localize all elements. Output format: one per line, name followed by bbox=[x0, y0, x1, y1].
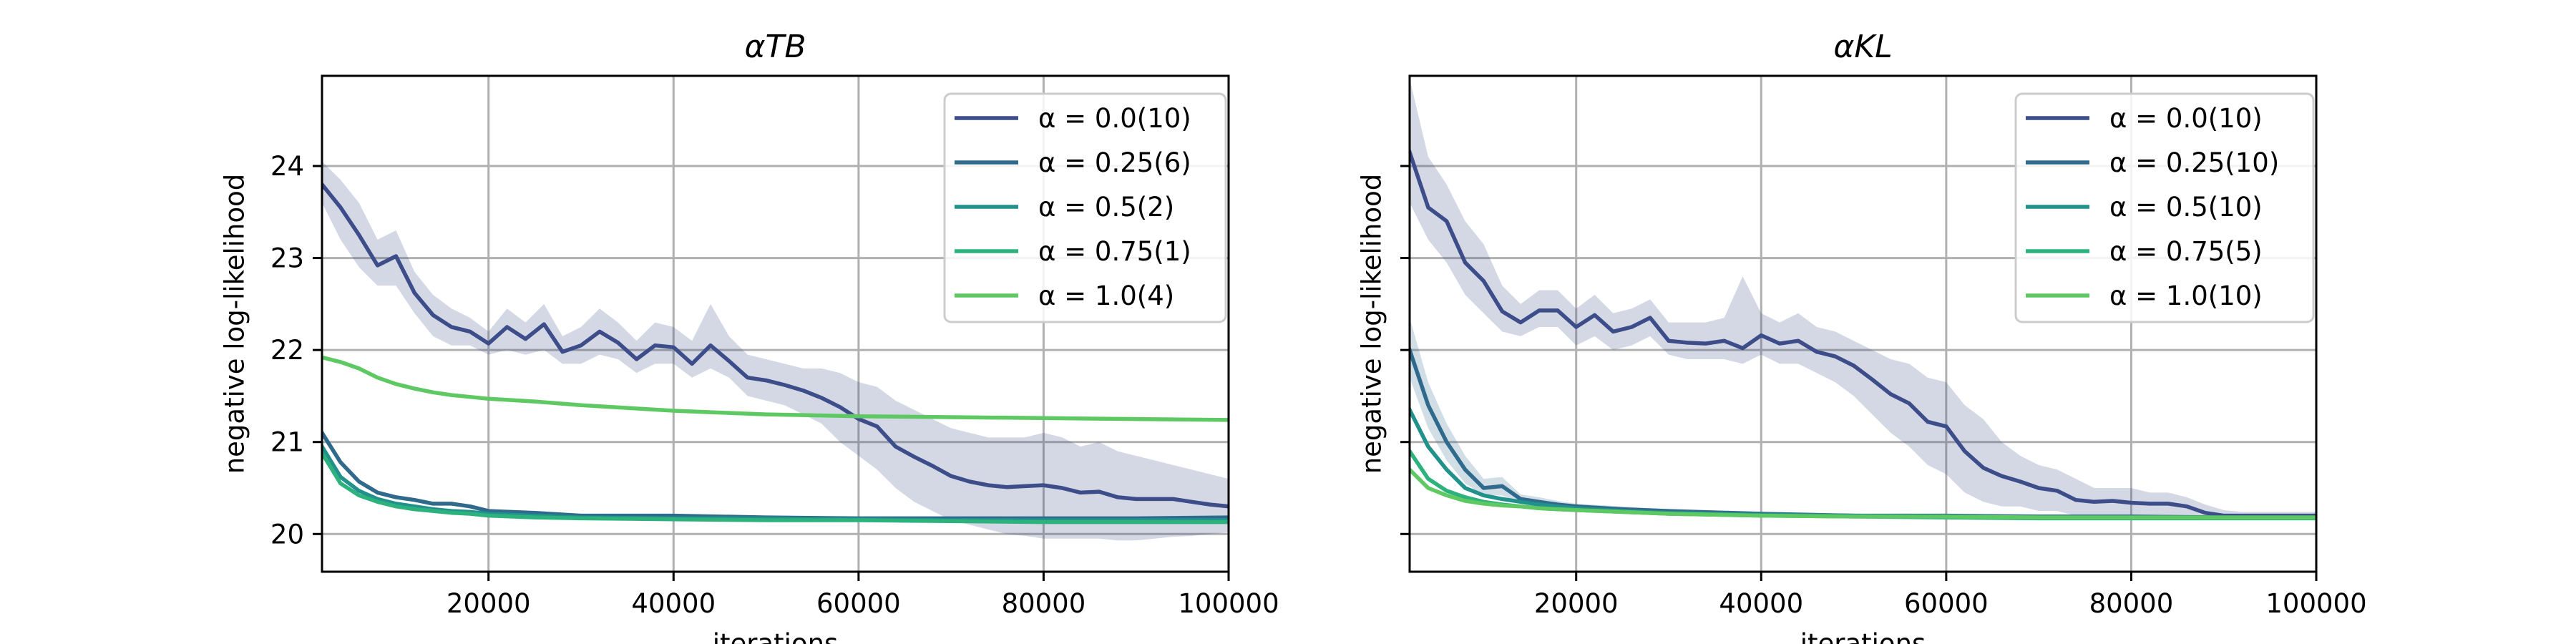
x-tick-label: 100000 bbox=[2265, 588, 2366, 619]
legend-label-1: α = 0.0(10) bbox=[1038, 103, 1191, 134]
series-line-1 bbox=[1410, 150, 2316, 518]
legend-box bbox=[2014, 92, 2315, 323]
x-tick-label: 40000 bbox=[1719, 588, 1803, 619]
confidence-band-1 bbox=[322, 161, 1229, 541]
series-line-5 bbox=[322, 355, 1229, 422]
x-tick-label: 80000 bbox=[2089, 588, 2174, 619]
x-axis-label: iterations bbox=[713, 628, 839, 644]
series-line-1 bbox=[322, 181, 1229, 509]
x-axis-label: iterations bbox=[1800, 628, 1926, 644]
y-tick-label: 20 bbox=[270, 519, 304, 550]
y-tick-label: 24 bbox=[270, 151, 304, 182]
legend-label-4: α = 0.75(5) bbox=[2109, 236, 2263, 267]
subplot-1: 20000 40000 60000 80000 100000 20 21 22 23 24 αTB i… bbox=[220, 29, 1279, 644]
subplot-title: αKL bbox=[1833, 29, 1892, 65]
x-tick-label: 80000 bbox=[1002, 588, 1086, 619]
legend-box bbox=[943, 92, 1227, 323]
y-tick-label: 23 bbox=[270, 243, 304, 274]
x-tick-label: 20000 bbox=[447, 588, 531, 619]
axes-frame bbox=[321, 74, 1230, 573]
legend-label-5: α = 1.0(4) bbox=[1038, 280, 1174, 311]
x-tick-label: 20000 bbox=[1534, 588, 1619, 619]
plot-data bbox=[1410, 78, 2316, 521]
legend-label-2: α = 0.25(10) bbox=[2109, 147, 2279, 178]
subplot-2: 20000 40000 60000 80000 100000 αKL iterations n… bbox=[1357, 29, 2367, 644]
confidence-band-1 bbox=[1410, 78, 2316, 520]
y-tick-label: 21 bbox=[270, 427, 304, 458]
y-axis-label: negative log-likelihood bbox=[1357, 174, 1387, 474]
series-line-5 bbox=[1410, 467, 2316, 519]
x-tick-label: 40000 bbox=[631, 588, 716, 619]
legend-label-4: α = 0.75(1) bbox=[1038, 236, 1191, 267]
subplot-title: αTB bbox=[744, 29, 806, 65]
x-tick-label: 100000 bbox=[1178, 588, 1279, 619]
legend-label-3: α = 0.5(10) bbox=[2109, 192, 2263, 223]
x-tick-label: 60000 bbox=[816, 588, 901, 619]
plot-data bbox=[322, 161, 1229, 541]
legend-label-2: α = 0.25(6) bbox=[1038, 147, 1191, 178]
legend: α = 0.0(10) α = 0.25(6) α = 0.5(2) α = 0.75… bbox=[943, 92, 1227, 323]
y-tick-label: 22 bbox=[270, 335, 304, 366]
x-tick-label: 60000 bbox=[1904, 588, 1989, 619]
legend: α = 0.0(10) α = 0.25(10) α = 0.5(10) α = 0.… bbox=[2014, 92, 2315, 323]
axes-frame bbox=[1408, 74, 2318, 573]
y-axis-label: negative log-likelihood bbox=[220, 174, 250, 474]
legend-label-1: α = 0.0(10) bbox=[2109, 103, 2263, 134]
series-line-4 bbox=[322, 450, 1229, 525]
legend-label-5: α = 1.0(10) bbox=[2109, 280, 2263, 311]
legend-label-3: α = 0.5(2) bbox=[1038, 192, 1174, 223]
